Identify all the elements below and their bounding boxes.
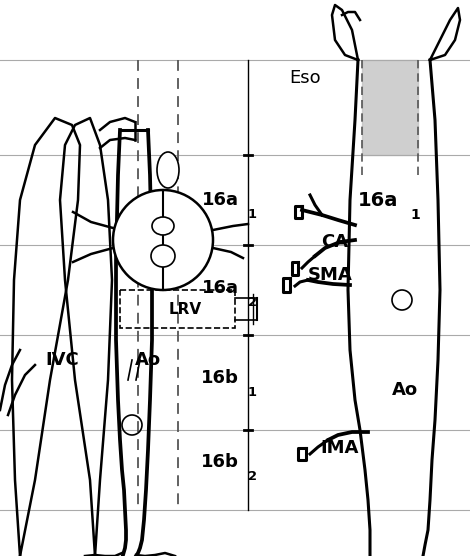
Bar (120, 290, 235, 328)
Text: Eso: Eso (289, 69, 321, 87)
Text: 16b: 16b (201, 453, 239, 471)
Text: SMA: SMA (308, 266, 352, 284)
Polygon shape (362, 60, 418, 155)
Circle shape (113, 190, 213, 290)
Ellipse shape (151, 245, 175, 267)
Text: Ao: Ao (392, 381, 418, 399)
Text: IMA: IMA (321, 439, 359, 457)
Text: 1: 1 (248, 208, 257, 221)
Ellipse shape (157, 152, 179, 188)
Text: Ao: Ao (135, 351, 161, 369)
Text: 1: 1 (248, 386, 257, 399)
Text: IVC: IVC (45, 351, 79, 369)
Text: CA: CA (321, 233, 349, 251)
Text: 16a: 16a (202, 191, 238, 209)
Text: 1: 1 (410, 208, 420, 222)
Text: 16b: 16b (201, 369, 239, 387)
Text: 16a: 16a (358, 191, 398, 210)
Text: 2: 2 (248, 296, 257, 309)
Text: 16a: 16a (202, 279, 238, 297)
Circle shape (392, 290, 412, 310)
Ellipse shape (152, 217, 174, 235)
Text: 2: 2 (248, 470, 257, 483)
Text: LRV: LRV (168, 302, 202, 317)
